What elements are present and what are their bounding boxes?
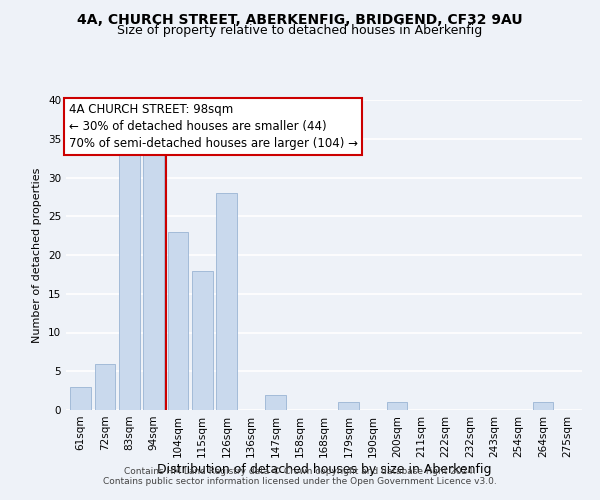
Text: Size of property relative to detached houses in Aberkenfig: Size of property relative to detached ho… — [118, 24, 482, 37]
Bar — [119, 154, 140, 410]
Text: Contains HM Land Registry data © Crown copyright and database right 2024.: Contains HM Land Registry data © Crown c… — [124, 467, 476, 476]
Bar — [216, 193, 237, 410]
Bar — [533, 402, 553, 410]
Bar — [143, 154, 164, 410]
Text: Contains public sector information licensed under the Open Government Licence v3: Contains public sector information licen… — [103, 477, 497, 486]
Bar — [338, 402, 359, 410]
X-axis label: Distribution of detached houses by size in Aberkenfig: Distribution of detached houses by size … — [157, 462, 491, 475]
Text: 4A CHURCH STREET: 98sqm
← 30% of detached houses are smaller (44)
70% of semi-de: 4A CHURCH STREET: 98sqm ← 30% of detache… — [68, 103, 358, 150]
Bar — [95, 364, 115, 410]
Bar — [192, 270, 212, 410]
Y-axis label: Number of detached properties: Number of detached properties — [32, 168, 43, 342]
Bar — [167, 232, 188, 410]
Bar — [386, 402, 407, 410]
Text: 4A, CHURCH STREET, ABERKENFIG, BRIDGEND, CF32 9AU: 4A, CHURCH STREET, ABERKENFIG, BRIDGEND,… — [77, 12, 523, 26]
Bar — [265, 394, 286, 410]
Bar — [70, 387, 91, 410]
